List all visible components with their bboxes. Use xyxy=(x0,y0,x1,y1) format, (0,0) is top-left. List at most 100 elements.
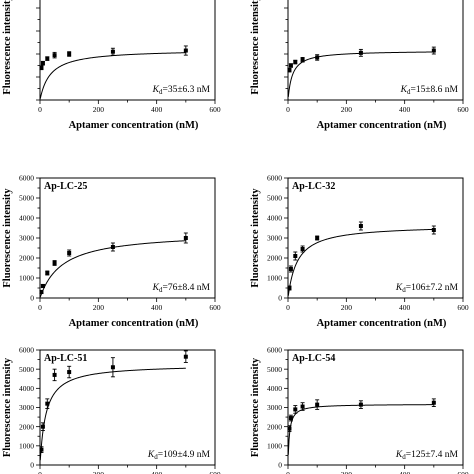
chart-panel-5: 02004006000100020003000400050006000Ap-LC… xyxy=(2,346,221,474)
x-axis-title: Aptamer concentration (nM) xyxy=(317,120,447,131)
data-point xyxy=(358,402,363,407)
y-tick-label: 1000 xyxy=(19,274,34,283)
kd-annotation: Kd=15±8.6 nM xyxy=(400,85,459,96)
x-tick-label: 200 xyxy=(341,470,353,474)
data-point xyxy=(110,365,115,370)
data-point xyxy=(40,424,45,429)
x-tick-label: 400 xyxy=(399,105,411,114)
data-point xyxy=(288,63,293,68)
kd-symbol: K xyxy=(400,85,408,95)
data-point xyxy=(40,61,45,66)
kd-annotation: Kd=76±8.4 nM xyxy=(152,283,211,294)
panel-title: Ap-LC-54 xyxy=(292,353,335,364)
data-point xyxy=(110,49,115,54)
kd-subscript: d xyxy=(402,286,406,294)
chart-panel-2: 0 200 400 600 Kd=15±8.6 nM Fluorescence inten… xyxy=(250,0,469,131)
y-axis-title: Fluorescence intensity xyxy=(250,188,261,288)
y-tick-label: 2000 xyxy=(19,254,34,263)
plot-frame xyxy=(39,177,216,299)
x-tick-label: 0 xyxy=(38,105,42,114)
kd-value: =106±7.2 nM xyxy=(406,283,459,293)
x-tick-label: 0 xyxy=(286,303,290,312)
data-point xyxy=(67,52,72,56)
y-tick-label: 1000 xyxy=(19,441,34,450)
panel-title: Ap-LC-25 xyxy=(44,181,87,192)
data-point xyxy=(39,65,44,70)
kd-annotation: Kd=35±6.3 nM xyxy=(152,85,211,96)
y-tick-label: 2000 xyxy=(267,254,282,263)
data-point xyxy=(315,55,320,60)
x-tick-label: 600 xyxy=(209,470,221,474)
kd-symbol: K xyxy=(395,283,403,293)
data-point xyxy=(45,271,50,275)
kd-value: =125±7.4 nM xyxy=(406,450,459,460)
y-tick-label: 5000 xyxy=(267,194,282,203)
x-tick-label: 400 xyxy=(151,105,163,114)
panel-title: Ap-LC-51 xyxy=(44,353,87,364)
data-point xyxy=(288,416,293,421)
data-point xyxy=(45,56,50,61)
y-tick-label: 1000 xyxy=(267,441,282,450)
kd-symbol: K xyxy=(395,450,403,460)
kd-annotation: Kd=109±4.9 nM xyxy=(147,450,211,461)
fit-curve xyxy=(39,367,186,461)
kd-symbol: K xyxy=(152,283,160,293)
kd-subscript: d xyxy=(159,88,163,96)
y-axis-title: Fluorescence intensity xyxy=(250,357,261,457)
y-tick-label: 3000 xyxy=(267,234,282,243)
data-point xyxy=(287,68,292,73)
x-tick-label: 0 xyxy=(38,470,42,474)
y-tick-label: 0 xyxy=(278,461,282,470)
kd-symbol: K xyxy=(147,450,155,460)
kd-annotation: Kd=106±7.2 nM xyxy=(395,283,459,294)
data-point xyxy=(287,426,292,431)
data-point xyxy=(358,224,363,228)
data-point xyxy=(45,401,50,406)
y-axis-title: Fluorescence intensity xyxy=(2,188,13,288)
y-tick-label: 5000 xyxy=(19,194,34,203)
y-tick-label: 0 xyxy=(30,461,34,470)
x-tick-label: 400 xyxy=(151,303,163,312)
x-tick-label: 200 xyxy=(93,470,105,474)
data-point xyxy=(67,251,72,255)
x-tick-label: 0 xyxy=(38,303,42,312)
y-tick-label: 4000 xyxy=(19,384,34,393)
data-point xyxy=(39,290,44,294)
data-point xyxy=(52,53,57,58)
data-point xyxy=(67,370,72,375)
y-tick-label: 0 xyxy=(278,294,282,303)
x-tick-label: 400 xyxy=(399,470,411,474)
data-point xyxy=(431,228,436,232)
data-point xyxy=(300,404,305,409)
x-axis-title: Aptamer concentration (nM) xyxy=(317,318,447,329)
kd-value: =15±8.6 nM xyxy=(410,85,458,95)
y-tick-label: 3000 xyxy=(19,234,34,243)
y-tick-label: 4000 xyxy=(19,214,34,223)
kd-subscript: d xyxy=(154,453,158,461)
data-point xyxy=(39,447,44,452)
y-tick-label: 6000 xyxy=(19,346,34,355)
kd-value: =76±8.4 nM xyxy=(162,283,210,293)
data-point xyxy=(358,50,363,55)
data-point xyxy=(110,245,115,249)
x-tick-label: 0 xyxy=(286,105,290,114)
y-tick-label: 1000 xyxy=(267,274,282,283)
kd-subscript: d xyxy=(402,453,406,461)
chart-panel-6: 02004006000100020003000400050006000Ap-LC… xyxy=(250,346,469,474)
x-axis-title: Aptamer concentration (nM) xyxy=(69,318,199,329)
y-tick-label: 4000 xyxy=(267,214,282,223)
data-point xyxy=(293,407,298,412)
y-tick-label: 6000 xyxy=(267,346,282,355)
x-tick-label: 200 xyxy=(93,105,105,114)
x-axis-title: Aptamer concentration (nM) xyxy=(69,120,199,131)
kd-value: =109±4.9 nM xyxy=(158,450,211,460)
data-point xyxy=(183,236,188,240)
x-tick-label: 200 xyxy=(341,105,353,114)
x-tick-label: 0 xyxy=(286,470,290,474)
y-tick-label: 5000 xyxy=(267,365,282,374)
data-point xyxy=(288,267,293,271)
x-tick-label: 200 xyxy=(341,303,353,312)
x-tick-label: 600 xyxy=(457,470,469,474)
panel-title: Ap-LC-32 xyxy=(292,181,335,192)
